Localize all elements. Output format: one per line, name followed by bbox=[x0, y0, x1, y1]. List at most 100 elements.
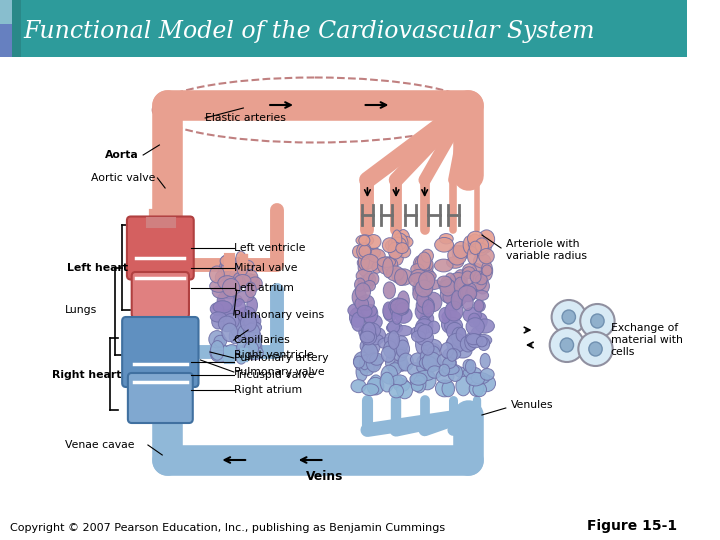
Ellipse shape bbox=[466, 318, 485, 335]
Ellipse shape bbox=[383, 258, 397, 271]
Ellipse shape bbox=[244, 274, 256, 286]
Ellipse shape bbox=[467, 284, 477, 299]
Ellipse shape bbox=[392, 230, 402, 249]
Ellipse shape bbox=[360, 361, 374, 376]
Ellipse shape bbox=[417, 292, 428, 307]
Ellipse shape bbox=[238, 308, 248, 322]
Ellipse shape bbox=[384, 341, 397, 358]
Ellipse shape bbox=[389, 363, 402, 375]
Ellipse shape bbox=[447, 333, 466, 353]
Ellipse shape bbox=[410, 353, 427, 366]
Ellipse shape bbox=[478, 338, 490, 350]
Ellipse shape bbox=[234, 299, 246, 316]
Ellipse shape bbox=[446, 295, 459, 306]
Ellipse shape bbox=[560, 338, 574, 352]
Ellipse shape bbox=[396, 340, 410, 358]
Ellipse shape bbox=[223, 345, 240, 361]
Ellipse shape bbox=[422, 352, 441, 372]
Ellipse shape bbox=[392, 268, 403, 283]
Ellipse shape bbox=[247, 296, 258, 314]
Ellipse shape bbox=[441, 279, 456, 293]
Ellipse shape bbox=[415, 302, 431, 321]
Ellipse shape bbox=[361, 353, 379, 372]
Ellipse shape bbox=[448, 246, 467, 265]
Ellipse shape bbox=[210, 343, 229, 361]
Ellipse shape bbox=[233, 257, 248, 269]
Ellipse shape bbox=[458, 286, 477, 301]
Ellipse shape bbox=[384, 333, 398, 348]
Ellipse shape bbox=[423, 300, 434, 317]
Ellipse shape bbox=[411, 381, 423, 392]
Bar bbox=[12, 0, 21, 57]
Ellipse shape bbox=[442, 381, 454, 397]
Ellipse shape bbox=[410, 373, 427, 385]
Ellipse shape bbox=[382, 238, 397, 253]
Ellipse shape bbox=[246, 322, 261, 333]
Ellipse shape bbox=[453, 335, 464, 350]
Ellipse shape bbox=[456, 376, 471, 396]
Ellipse shape bbox=[437, 354, 453, 367]
Ellipse shape bbox=[423, 280, 441, 289]
Ellipse shape bbox=[361, 323, 381, 338]
Ellipse shape bbox=[418, 259, 433, 275]
Ellipse shape bbox=[359, 235, 370, 246]
Ellipse shape bbox=[383, 258, 393, 278]
Ellipse shape bbox=[445, 318, 463, 334]
Ellipse shape bbox=[418, 325, 433, 339]
Ellipse shape bbox=[364, 354, 374, 366]
Ellipse shape bbox=[210, 266, 225, 283]
FancyBboxPatch shape bbox=[127, 217, 194, 280]
Ellipse shape bbox=[221, 261, 237, 275]
Ellipse shape bbox=[397, 347, 408, 357]
Ellipse shape bbox=[480, 353, 490, 368]
Ellipse shape bbox=[469, 381, 484, 396]
Ellipse shape bbox=[475, 319, 495, 333]
Ellipse shape bbox=[238, 325, 249, 342]
Text: Veins: Veins bbox=[306, 469, 343, 483]
Ellipse shape bbox=[463, 308, 482, 323]
Ellipse shape bbox=[467, 369, 477, 385]
Ellipse shape bbox=[415, 275, 426, 292]
Ellipse shape bbox=[408, 363, 423, 376]
Ellipse shape bbox=[367, 377, 384, 395]
Ellipse shape bbox=[423, 355, 433, 373]
Ellipse shape bbox=[356, 269, 373, 282]
Text: Capillaries: Capillaries bbox=[234, 335, 291, 345]
Ellipse shape bbox=[468, 234, 482, 251]
Text: Pulmonary veins: Pulmonary veins bbox=[234, 310, 324, 320]
Ellipse shape bbox=[437, 276, 451, 287]
Ellipse shape bbox=[455, 284, 471, 295]
Ellipse shape bbox=[454, 345, 472, 358]
Ellipse shape bbox=[427, 346, 441, 364]
Ellipse shape bbox=[392, 360, 409, 371]
Ellipse shape bbox=[389, 298, 408, 315]
Ellipse shape bbox=[440, 279, 456, 296]
Ellipse shape bbox=[470, 243, 488, 256]
Ellipse shape bbox=[364, 336, 380, 356]
Ellipse shape bbox=[456, 327, 466, 341]
Text: Copyright © 2007 Pearson Education, Inc., publishing as Benjamin Cummings: Copyright © 2007 Pearson Education, Inc.… bbox=[9, 523, 445, 533]
Ellipse shape bbox=[397, 230, 410, 249]
Ellipse shape bbox=[447, 344, 457, 354]
Ellipse shape bbox=[552, 300, 586, 334]
Ellipse shape bbox=[359, 245, 371, 258]
Ellipse shape bbox=[359, 251, 369, 271]
Ellipse shape bbox=[388, 331, 400, 349]
Ellipse shape bbox=[210, 341, 224, 360]
Ellipse shape bbox=[220, 260, 232, 272]
Ellipse shape bbox=[482, 238, 492, 253]
Ellipse shape bbox=[452, 246, 468, 261]
Ellipse shape bbox=[397, 381, 413, 399]
Ellipse shape bbox=[222, 323, 238, 342]
Ellipse shape bbox=[460, 336, 476, 352]
Ellipse shape bbox=[439, 308, 451, 323]
Ellipse shape bbox=[221, 316, 233, 332]
Ellipse shape bbox=[372, 355, 382, 367]
Ellipse shape bbox=[410, 373, 425, 389]
Ellipse shape bbox=[463, 367, 482, 378]
Ellipse shape bbox=[217, 298, 227, 317]
Ellipse shape bbox=[366, 234, 381, 249]
Ellipse shape bbox=[467, 334, 483, 348]
Ellipse shape bbox=[229, 275, 245, 287]
Ellipse shape bbox=[479, 230, 495, 249]
